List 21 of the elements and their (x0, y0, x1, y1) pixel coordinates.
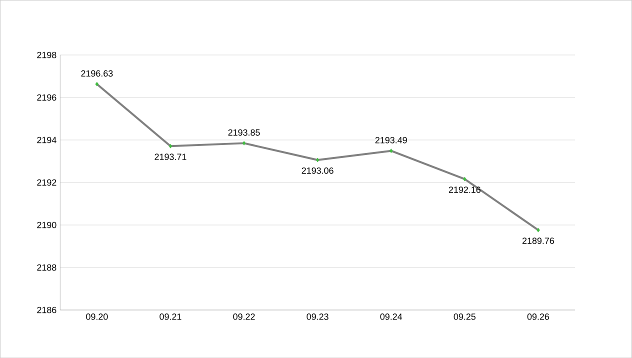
y-tick-label: 2198 (37, 52, 56, 58)
y-tick-label: 2192 (37, 179, 56, 186)
x-tick-label: 09.22 (233, 313, 255, 320)
y-tick-label: 2186 (37, 306, 56, 314)
x-tick-label: 09.24 (380, 313, 402, 320)
y-tick-label: 2188 (37, 264, 56, 271)
y-tick-label: 2196 (37, 94, 56, 101)
x-tick-label: 09.23 (306, 313, 328, 320)
x-tick-label: 09.26 (527, 313, 550, 320)
data-label: 2189.76 (522, 238, 554, 244)
data-label: 2192.16 (448, 186, 480, 193)
data-label: 2193.49 (375, 136, 407, 144)
y-tick-label: 2190 (37, 222, 56, 228)
x-tick-label: 09.20 (86, 313, 108, 320)
x-tick-label: 09.21 (160, 313, 182, 320)
data-label: 2196.63 (81, 70, 113, 77)
data-label: 2193.85 (228, 129, 260, 136)
y-tick-label: 2194 (37, 136, 56, 144)
data-label: 2193.06 (302, 167, 334, 174)
data-label: 2193.71 (154, 154, 186, 160)
x-tick-label: 09.25 (454, 313, 476, 320)
